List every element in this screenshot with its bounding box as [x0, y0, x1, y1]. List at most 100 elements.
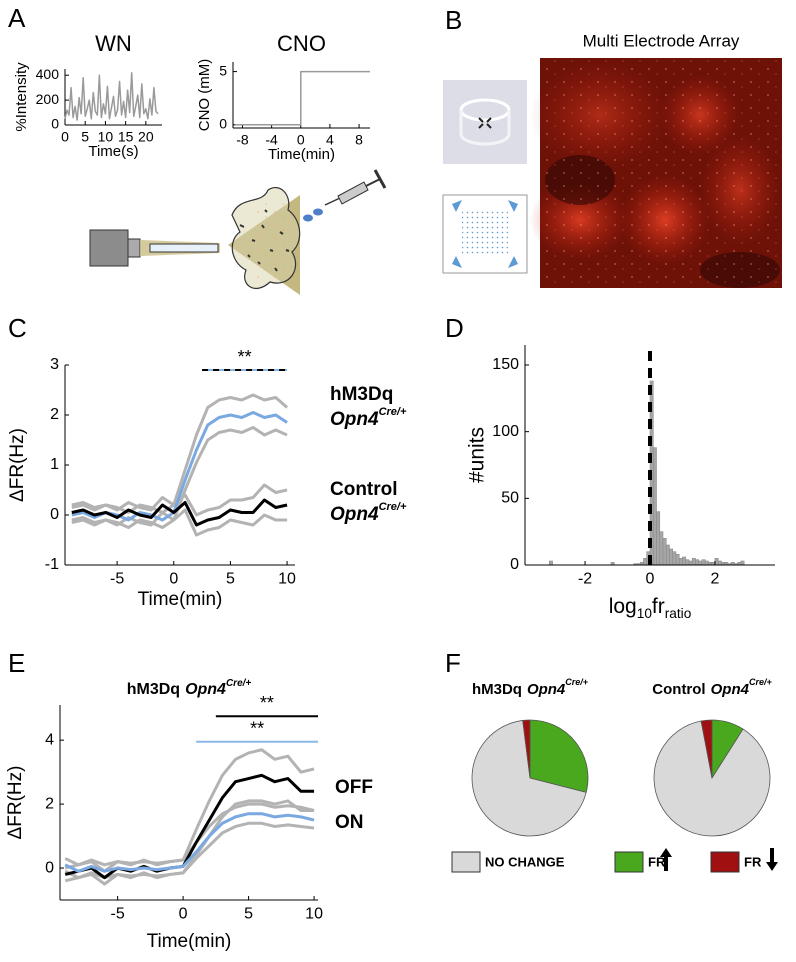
chart-title-part: Cre/+	[226, 678, 251, 689]
histogram-bar	[701, 559, 706, 566]
series-line	[64, 773, 315, 880]
x-tick-label: 4	[326, 131, 334, 147]
pie-title-part: Opn4	[711, 681, 750, 698]
significance-label: **	[260, 693, 274, 713]
y-tick-label: 4	[45, 731, 54, 748]
x-axis-label: Time(s)	[88, 143, 138, 160]
x-tick-label: 0	[297, 131, 305, 147]
x-tick-label: 15	[118, 128, 134, 144]
x-tick-label: 20	[138, 128, 154, 144]
pie-legend-arrows	[660, 848, 778, 871]
y-tick-label: 0	[50, 506, 59, 523]
panel-label: E	[8, 648, 25, 678]
corner	[508, 200, 518, 212]
x-axis-label: Time(min)	[268, 146, 335, 163]
mea-electrodes	[478, 117, 492, 129]
pie-slice	[653, 720, 771, 837]
y-tick-label: 5	[219, 62, 227, 78]
legend-label: hM3Dq	[330, 384, 393, 405]
series-line	[64, 71, 159, 121]
mea-speckle	[540, 58, 782, 288]
panel-label: B	[445, 5, 462, 35]
corner	[452, 200, 462, 212]
syringe-needle	[324, 197, 341, 206]
histogram-bar	[549, 560, 553, 566]
x-tick-label: -5	[111, 906, 125, 923]
legend-label-part: Cre/+	[379, 406, 407, 418]
chart-title-part: Opn4	[185, 681, 226, 698]
legend-swatch	[614, 851, 644, 873]
y-tick-label: 2	[50, 406, 59, 423]
legend-swatch	[451, 851, 481, 873]
pie-slice	[471, 720, 587, 837]
y-axis-label: ΔFR(Hz)	[7, 428, 28, 502]
pie-slice	[529, 719, 589, 793]
x-tick-label: -4	[265, 131, 278, 147]
series-line	[64, 812, 315, 873]
legend-label: FR	[744, 854, 762, 869]
y-axis-label: #units	[466, 427, 489, 483]
significance-label: **	[250, 719, 264, 739]
histogram-bar	[665, 544, 670, 566]
x-tick-label: 10	[305, 906, 323, 923]
y-axis-label: CNO (mM)	[196, 59, 213, 131]
histogram-bar	[675, 554, 680, 566]
arrow-up	[660, 848, 672, 871]
histogram-bar	[717, 560, 722, 566]
legend-label: ON	[335, 812, 364, 833]
corner	[508, 256, 518, 268]
histogram-bar	[688, 560, 693, 566]
histogram-bar	[691, 558, 696, 566]
pie-title-part: Cre/+	[565, 677, 589, 687]
drop	[313, 208, 323, 216]
lens	[127, 238, 141, 258]
arrow-down	[766, 848, 778, 871]
histogram-bar	[685, 559, 690, 566]
histogram-bar	[672, 551, 677, 566]
legend-label-part: Opn4	[330, 409, 379, 430]
panel-label: D	[445, 313, 464, 343]
x-tick-label: 10	[98, 128, 114, 144]
x-tick-label: -2	[578, 571, 592, 588]
pie-title-part: Cre/+	[749, 677, 773, 687]
retina-texture	[250, 200, 290, 280]
histogram-bar	[678, 558, 683, 566]
histogram-bar	[695, 559, 700, 566]
x-tick-label: 5	[226, 571, 235, 588]
histogram-bar	[656, 511, 661, 566]
image-panel: B Multi Electrode Array	[442, 5, 782, 288]
pie-slice	[700, 719, 713, 779]
legend-label-part: Opn4	[330, 504, 379, 525]
histogram-bar	[698, 560, 703, 566]
y-tick-label: 1	[50, 456, 59, 473]
x-axis-label-part: ratio	[665, 606, 692, 621]
legend-label: Opn4Cre/+	[330, 501, 407, 525]
drop	[303, 214, 313, 222]
panel-label: F	[445, 648, 461, 678]
camera	[89, 229, 129, 267]
y-tick-label: 200	[36, 91, 60, 107]
x-tick-label: 2	[710, 571, 719, 588]
legend-label: NO CHANGE	[485, 854, 565, 869]
syringe-handle	[373, 169, 387, 189]
x-tick-label: 0	[179, 906, 188, 923]
x-tick-label: 0	[61, 128, 69, 144]
x-tick-label: 10	[278, 571, 296, 588]
corner	[452, 256, 462, 268]
x-tick-label: 8	[355, 131, 363, 147]
image-title: Multi Electrode Array	[583, 31, 740, 50]
band-line	[71, 508, 288, 537]
x-tick-label: 0	[169, 571, 178, 588]
legend-label: OFF	[335, 777, 373, 798]
legend-label: FR	[648, 854, 666, 869]
histogram-bar	[643, 558, 648, 566]
x-axis-label-part: log	[609, 595, 637, 618]
legend-label: Control	[330, 479, 398, 500]
histogram-bar	[662, 538, 667, 566]
y-tick-label: 2	[45, 795, 54, 812]
y-tick-label: 3	[50, 356, 59, 373]
legend-label: Opn4Cre/+	[330, 406, 407, 430]
histogram-bar	[652, 447, 657, 566]
